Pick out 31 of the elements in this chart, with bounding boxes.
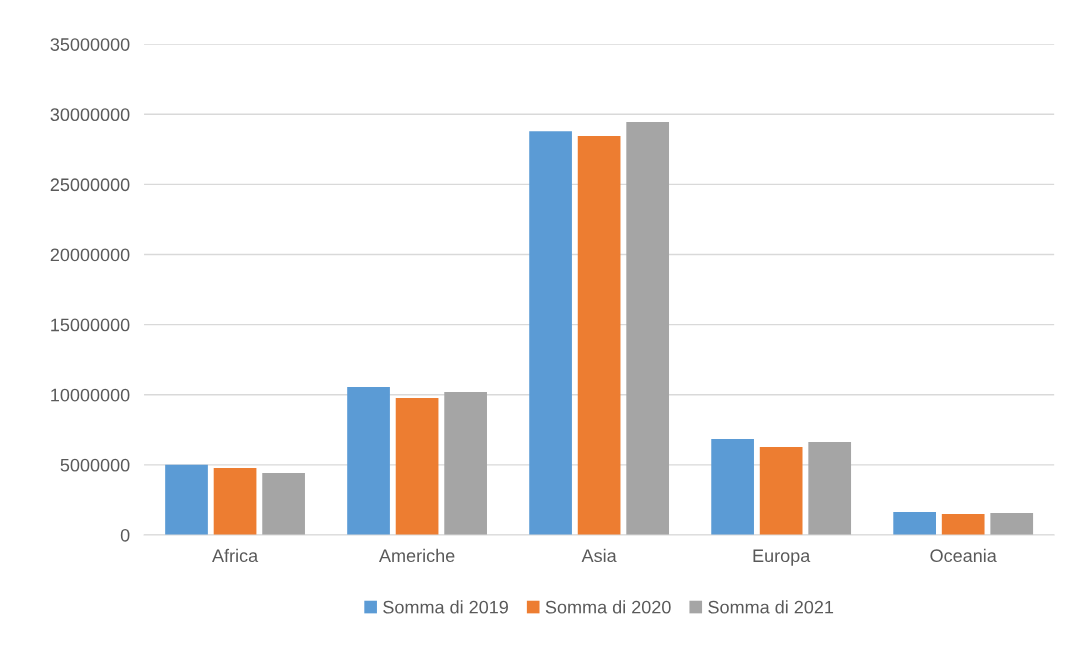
bar (213, 467, 257, 535)
x-tick-label: Asia (581, 548, 617, 563)
y-tick-label: 0 (120, 528, 130, 542)
y-tick-label: 10000000 (51, 388, 130, 402)
bar (529, 131, 572, 535)
y-tick-label: 30000000 (50, 108, 130, 122)
legend-label: Somma di 2019 (383, 600, 508, 614)
legend-label: Somma di 2021 (708, 600, 834, 614)
bar (444, 391, 487, 535)
y-tick-label: 20000000 (50, 248, 130, 262)
bar (711, 438, 754, 535)
bar (577, 136, 621, 535)
bar (990, 512, 1034, 535)
bar (808, 441, 852, 535)
x-tick-label: Americhe (379, 548, 455, 563)
bar (165, 464, 208, 535)
y-tick-label: 35000000 (50, 38, 130, 51)
x-tick-label: Europa (753, 549, 811, 566)
y-tick-label: 15000000 (51, 318, 130, 332)
y-tick-label: 5000000 (60, 458, 130, 472)
bar (941, 513, 985, 535)
y-tick-label: 25000000 (50, 178, 130, 192)
bar (759, 446, 803, 535)
legend-label: Somma di 2020 (545, 600, 671, 614)
bar (626, 122, 670, 535)
x-tick-label: Oceania (930, 548, 997, 563)
x-tick-label: Africa (212, 548, 259, 563)
bar (262, 472, 305, 535)
bar (347, 387, 390, 535)
bar (893, 511, 936, 535)
bar (395, 397, 439, 535)
